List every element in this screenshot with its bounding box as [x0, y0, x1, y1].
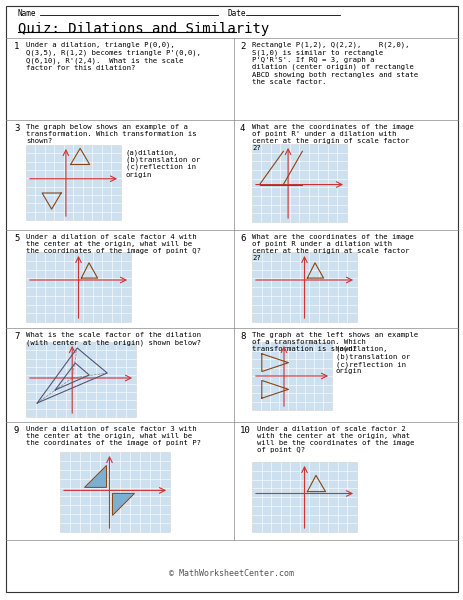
Text: Under a dilation of scale factor 2
with the center at the origin, what
will be t: Under a dilation of scale factor 2 with … — [257, 426, 413, 453]
Text: Under a dilation, triangle P(0,0),
Q(3,5), R(1,2) becomes triangle P'(0,0),
Q(6,: Under a dilation, triangle P(0,0), Q(3,5… — [26, 42, 200, 70]
Text: (a)dilation,
(b)translation or
(c)reflection in
origin: (a)dilation, (b)translation or (c)reflec… — [126, 149, 200, 178]
Text: 2: 2 — [239, 42, 245, 51]
Bar — [26, 342, 136, 417]
Bar — [26, 252, 131, 322]
Text: 3: 3 — [14, 124, 19, 133]
Text: 9: 9 — [14, 426, 19, 435]
Bar — [251, 462, 356, 532]
Text: Rectangle P(1,2), Q(2,2),    R(2,0),
S(1,0) is similar to rectangle
P'Q'R'S'. If: Rectangle P(1,2), Q(2,2), R(2,0), S(1,0)… — [251, 42, 417, 85]
Text: Name: Name — [18, 9, 37, 18]
Bar — [251, 252, 356, 322]
Bar — [26, 145, 121, 220]
Bar — [251, 144, 346, 222]
Text: 7: 7 — [14, 332, 19, 341]
Text: What are the coordinates of the image
of point R' under a dilation with
center a: What are the coordinates of the image of… — [251, 124, 413, 151]
Text: Date: Date — [227, 9, 246, 18]
Text: Under a dilation of scale factor 3 with
the center at the origin, what will be
t: Under a dilation of scale factor 3 with … — [26, 426, 200, 446]
Polygon shape — [112, 493, 134, 515]
Text: Quiz: Dilations and Similarity: Quiz: Dilations and Similarity — [18, 22, 269, 36]
Text: 4: 4 — [239, 124, 245, 133]
Text: 5: 5 — [14, 234, 19, 243]
Text: 8: 8 — [239, 332, 245, 341]
Text: 6: 6 — [239, 234, 245, 243]
Text: 10: 10 — [239, 426, 250, 435]
Text: What are the coordinates of the image
of point R under a dilation with
center at: What are the coordinates of the image of… — [251, 234, 413, 261]
Text: The graph at the left shows an example
of a transformation. Which
transformation: The graph at the left shows an example o… — [251, 332, 417, 352]
Text: (a)dilation,
(b)translation or
(c)reflection in
origin: (a)dilation, (b)translation or (c)reflec… — [335, 346, 409, 374]
Text: © MathWorksheetCenter.com: © MathWorksheetCenter.com — [169, 569, 294, 578]
Bar — [60, 452, 169, 532]
Bar — [251, 342, 332, 410]
Text: The graph below shows an example of a
transformation. Which transformation is
sh: The graph below shows an example of a tr… — [26, 124, 196, 144]
Text: Under a dilation of scale factor 4 with
the center at the origin, what will be
t: Under a dilation of scale factor 4 with … — [26, 234, 200, 254]
Text: 1: 1 — [14, 42, 19, 51]
Polygon shape — [84, 466, 106, 487]
Text: What is the scale factor of the dilation
(with center at the origin) shown below: What is the scale factor of the dilation… — [26, 332, 200, 346]
